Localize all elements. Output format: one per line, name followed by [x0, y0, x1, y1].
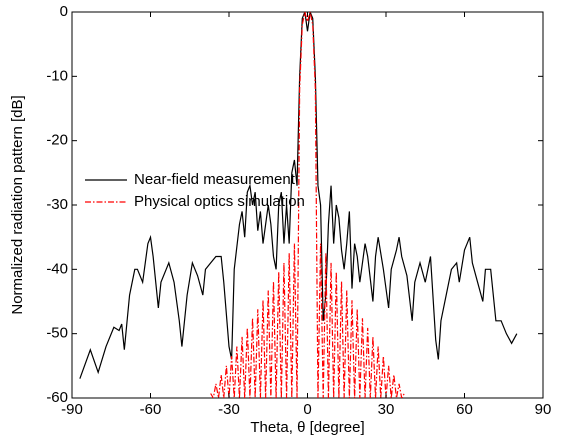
- legend-label: Physical optics simulation: [134, 193, 305, 210]
- x-tick-label: 0: [303, 401, 311, 418]
- plot-frame: [71, 11, 544, 399]
- y-tick-label: -30: [46, 196, 68, 213]
- x-tick-label: -90: [61, 401, 83, 418]
- series-line: [79, 12, 518, 379]
- x-tick-label: 30: [378, 401, 395, 418]
- x-tick-label: -60: [140, 401, 162, 418]
- x-tick-label: 90: [535, 401, 552, 418]
- x-tick-label: -30: [218, 401, 240, 418]
- y-tick-label: -20: [46, 132, 68, 149]
- lines: [79, 12, 518, 398]
- y-tick-label: -60: [46, 389, 68, 406]
- y-tick-label: 0: [60, 3, 68, 20]
- y-tick-label: -10: [46, 67, 68, 84]
- legend-label: Near-field measurement: [134, 171, 296, 188]
- y-axis-label: Normalized radiation pattern [dB]: [9, 95, 26, 314]
- x-axis-label: Theta, θ [degree]: [250, 419, 364, 436]
- y-tick-label: -50: [46, 325, 68, 342]
- y-tick-label: -40: [46, 260, 68, 277]
- x-tick-label: 60: [456, 401, 473, 418]
